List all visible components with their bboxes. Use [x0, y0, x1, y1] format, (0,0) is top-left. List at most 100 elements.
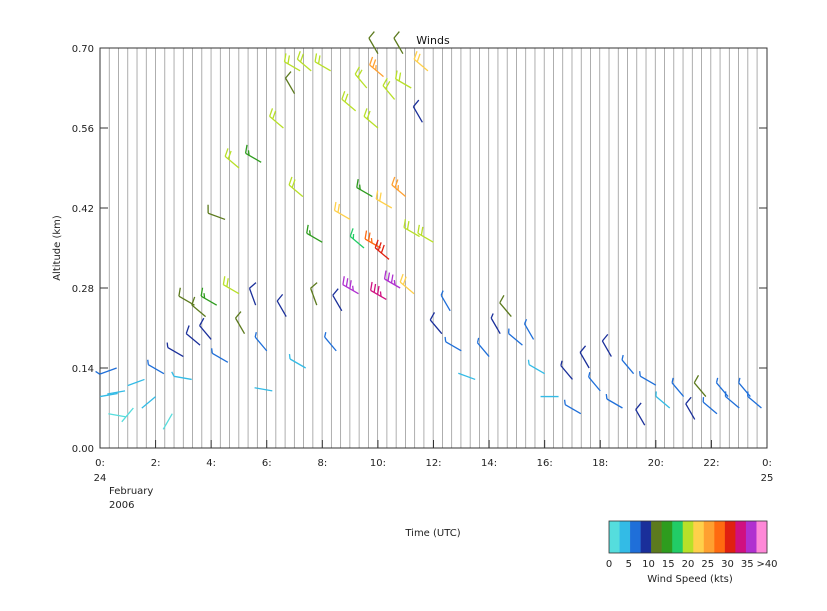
colorbar-swatch — [609, 521, 620, 553]
wind-barb — [527, 359, 545, 375]
barb-feather — [356, 179, 359, 188]
barb-shaft — [716, 382, 729, 397]
wind-barb — [412, 99, 423, 123]
wind-barb — [399, 273, 415, 295]
wind-barb — [605, 393, 623, 409]
wind-barb — [147, 359, 165, 375]
wind-barb — [621, 354, 635, 375]
barb-feather — [560, 360, 563, 366]
barb-feather — [178, 287, 181, 297]
barb-feather — [354, 66, 360, 75]
barb-shaft — [288, 184, 304, 198]
wind-barb — [349, 228, 365, 249]
barb-shaft — [395, 78, 412, 89]
barb-shaft — [234, 317, 246, 335]
barb-feather — [367, 232, 371, 242]
colorbar-tick-label: 5 — [626, 559, 632, 570]
date-line-month: February — [109, 486, 153, 497]
barb-shaft — [445, 341, 462, 352]
barb-feather — [671, 377, 674, 383]
barb-shaft — [399, 281, 415, 295]
barb-feather — [288, 176, 293, 186]
barb-shaft — [523, 323, 535, 340]
wind-barb — [563, 399, 582, 415]
barb-feather — [299, 53, 304, 63]
colorbar-label: Wind Speed (kts) — [647, 574, 733, 585]
wind-barb — [444, 336, 462, 352]
wind-barb — [211, 348, 229, 363]
wind-barb — [391, 176, 407, 198]
colorbar-swatch — [630, 521, 641, 553]
barb-shaft — [306, 232, 323, 243]
colorbar-swatch — [735, 521, 747, 553]
wind-barb — [429, 312, 443, 335]
wind-barb — [375, 190, 393, 209]
barb-feather — [199, 317, 205, 326]
x-tick-label: 8: — [317, 458, 327, 469]
wind-barb — [254, 332, 268, 352]
barb-shaft — [356, 187, 373, 198]
barb-feather — [420, 226, 424, 236]
barb-feather — [317, 55, 321, 64]
wind-barb — [324, 332, 337, 352]
wind-barb — [476, 337, 490, 357]
colorbar: 0 5 10 15 20 25 30 35 >40 — [606, 520, 778, 570]
x-tick-label: 4: — [206, 458, 216, 469]
barb-feather — [288, 353, 291, 360]
barb-feather — [379, 291, 382, 297]
barb-feather — [382, 77, 388, 86]
wind-barb — [288, 353, 306, 369]
barb-shaft — [99, 392, 118, 398]
wind-barb — [655, 391, 671, 409]
axes: 0.00 0.14 0.28 0.42 0.56 0.70 0: 24 2: 4: 6: 8: 10: 1… — [72, 44, 774, 484]
barb-feather — [440, 290, 444, 296]
barb-shaft — [477, 342, 490, 357]
y-tick-label: 0.28 — [72, 284, 94, 295]
wind-barb — [341, 91, 357, 112]
wind-barb — [234, 311, 246, 335]
barb-feather — [224, 148, 229, 157]
barb-shaft — [369, 64, 384, 78]
wind-barb — [107, 390, 126, 395]
barb-shaft — [349, 235, 365, 249]
barb-feather — [324, 332, 327, 338]
wind-barb — [368, 31, 379, 55]
wind-barb — [671, 377, 685, 397]
barb-feather — [254, 332, 257, 338]
barb-shaft — [224, 155, 240, 169]
barb-shaft — [334, 209, 351, 220]
colorbar-tick-label: >40 — [756, 559, 777, 570]
wind-barb — [440, 290, 451, 312]
barb-feather — [715, 377, 719, 383]
colorbar-tick-label: 25 — [701, 559, 714, 570]
barb-shaft — [375, 198, 393, 209]
barb-shaft — [167, 347, 184, 358]
wind-barb — [601, 333, 612, 357]
barb-feather — [693, 375, 700, 384]
barb-feather — [444, 336, 447, 342]
barb-feather — [349, 228, 354, 237]
barb-feather — [490, 313, 494, 319]
wind-barb — [199, 317, 212, 340]
barb-shaft — [107, 390, 126, 395]
barb-feather — [269, 108, 274, 117]
x-tick-label: 16: — [537, 458, 553, 469]
wind-barb — [200, 287, 218, 306]
wind-barb — [702, 397, 718, 415]
colorbar-swatch — [651, 521, 662, 553]
barb-feather — [579, 345, 587, 353]
y-axis-label: Altitude (km) — [52, 215, 63, 281]
barb-feather — [344, 93, 349, 103]
colorbar-tick-label: 20 — [682, 559, 695, 570]
barb-feather — [417, 224, 420, 234]
wind-barb — [162, 413, 173, 430]
colorbar-tick-label: 35 — [741, 559, 754, 570]
wind-barb — [635, 402, 646, 426]
x-tick-sublabel: 25 — [761, 473, 774, 484]
barb-shaft — [403, 227, 420, 238]
barb-feather — [605, 393, 608, 400]
barb-shaft — [490, 317, 501, 335]
barb-feather — [171, 371, 175, 377]
wind-barb — [403, 219, 420, 238]
barb-shaft — [248, 288, 257, 306]
